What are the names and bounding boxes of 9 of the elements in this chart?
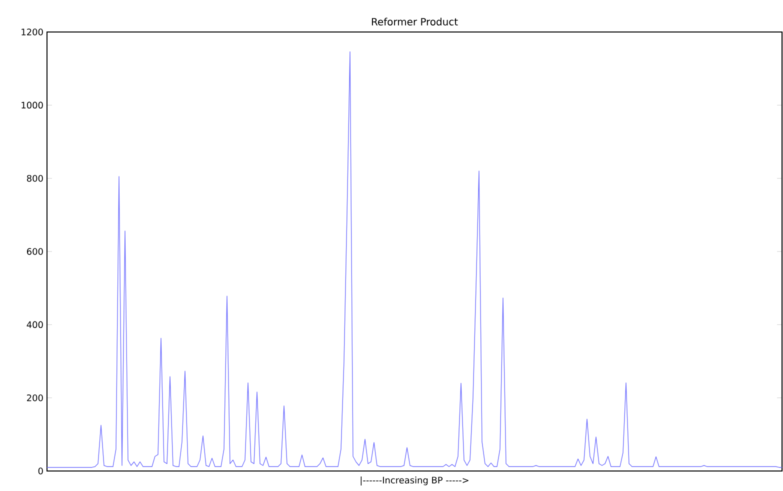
chart-title: Reformer Product: [372, 18, 458, 26]
y-tick-label: 400: [26, 321, 43, 328]
x-axis-title: |------Increasing BP ----->: [360, 476, 468, 486]
y-tick-label: 600: [26, 248, 43, 255]
y-tick-label: 1000: [22, 102, 43, 109]
y-tick-label: 200: [27, 394, 43, 402]
y-tick-label: 0: [38, 468, 43, 474]
y-tick-label: 800: [26, 174, 43, 182]
y-tick-label: 1200: [22, 28, 43, 36]
